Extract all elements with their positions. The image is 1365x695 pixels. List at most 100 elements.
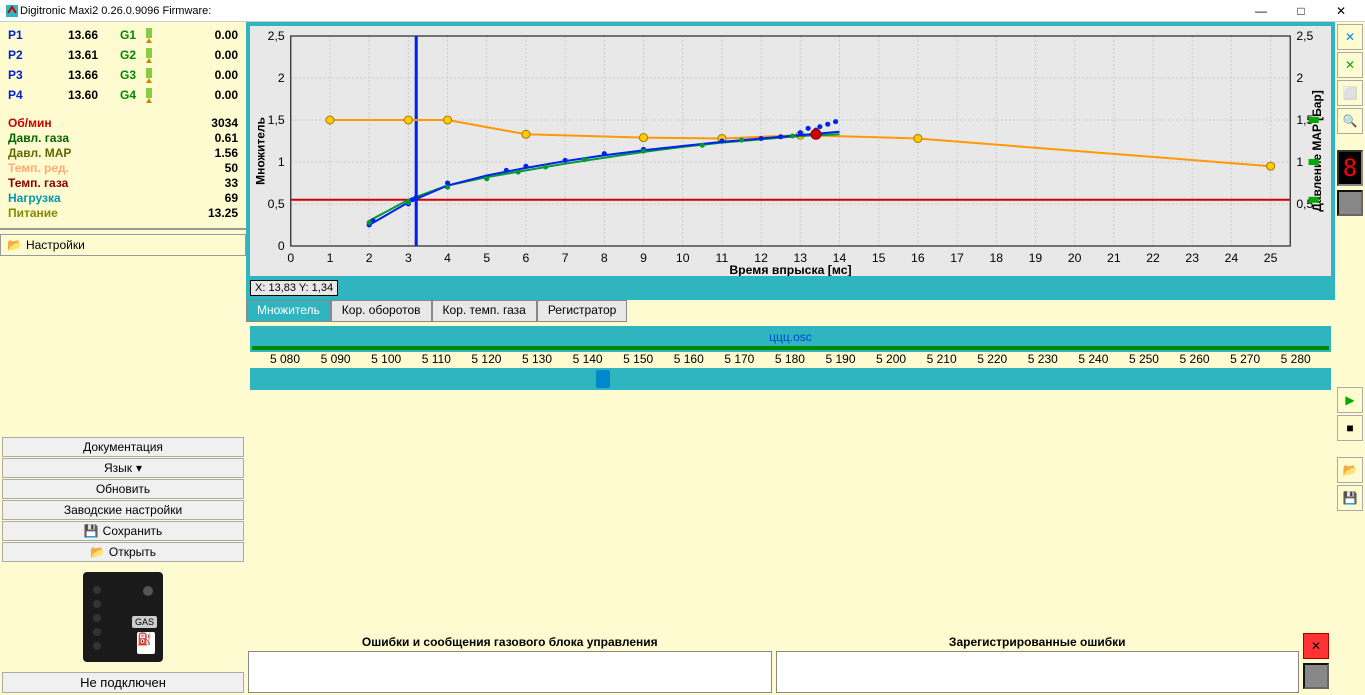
close-button[interactable]: ✕	[1321, 0, 1361, 22]
g-value: 0.00	[162, 88, 238, 102]
registered-errors-header: Зарегистрированные ошибки	[776, 633, 1300, 651]
p-value: 13.66	[38, 28, 98, 42]
tab[interactable]: Кор. темп. газа	[432, 300, 537, 322]
svg-text:17: 17	[950, 251, 964, 265]
svg-text:6: 6	[523, 251, 530, 265]
svg-text:23: 23	[1185, 251, 1199, 265]
settings-button[interactable]: 📂 Настройки	[0, 234, 246, 256]
errors-panel: Ошибки и сообщения газового блока управл…	[248, 633, 772, 693]
titlebar: Digitronic Maxi2 0.26.0.9096 Firmware: —…	[0, 0, 1365, 22]
open-icon: 📂	[90, 545, 105, 559]
scope-x-tick: 5 280	[1281, 352, 1311, 368]
fullscreen-tool-button[interactable]: ⬜	[1337, 80, 1363, 106]
tab[interactable]: Регистратор	[537, 300, 628, 322]
errors-header: Ошибки и сообщения газового блока управл…	[248, 633, 772, 651]
param-name: Об/мин	[8, 116, 211, 130]
minimize-button[interactable]: —	[1241, 0, 1281, 22]
scope-x-tick: 5 210	[927, 352, 957, 368]
gas-display[interactable]: GAS ⛽	[83, 572, 163, 662]
update-button[interactable]: Обновить	[2, 479, 244, 499]
delete-errors-button[interactable]: ✕	[1303, 633, 1329, 659]
svg-text:0: 0	[287, 251, 294, 265]
svg-text:10: 10	[676, 251, 690, 265]
g-value: 0.00	[162, 28, 238, 42]
tab[interactable]: Кор. оборотов	[331, 300, 432, 322]
scope-x-tick: 5 180	[775, 352, 805, 368]
svg-text:22: 22	[1146, 251, 1160, 265]
scope-x-tick: 5 090	[321, 352, 351, 368]
open-button[interactable]: 📂Открыть	[2, 542, 244, 562]
svg-text:Давление MAP [Бар]: Давление MAP [Бар]	[1310, 90, 1324, 212]
injector-row: P2 13.61 G2 0.00	[8, 46, 238, 64]
zoom-tool-button[interactable]: 🔍	[1337, 108, 1363, 134]
param-value: 13.25	[208, 206, 238, 220]
scope-chart[interactable]: 00,511,522,533,544,55	[252, 346, 1329, 350]
tab[interactable]: Множитель	[246, 300, 331, 322]
scope-x-tick: 5 190	[825, 352, 855, 368]
scope-save-button[interactable]: 💾	[1337, 485, 1363, 511]
svg-text:1: 1	[278, 155, 285, 169]
scope-x-axis: 5 0805 0905 1005 1105 1205 1305 1405 150…	[250, 352, 1331, 368]
svg-text:0,5: 0,5	[268, 197, 285, 211]
stop-button[interactable]: ■	[1337, 415, 1363, 441]
factory-button[interactable]: Заводские настройки	[2, 500, 244, 520]
svg-text:25: 25	[1264, 251, 1278, 265]
g-label: G3	[98, 68, 136, 82]
bottom-right-toolbar: ✕	[1303, 633, 1333, 693]
connection-status: Не подключен	[2, 672, 244, 693]
scope-slider[interactable]	[250, 368, 1331, 390]
injector-row: P3 13.66 G3 0.00	[8, 66, 238, 84]
menu-buttons: Документация Язык▾ Обновить Заводские на…	[0, 435, 246, 564]
tab-bar: МножительКор. оборотовКор. темп. газаРег…	[246, 300, 1335, 322]
apply-tool-button[interactable]: ✕	[1337, 52, 1363, 78]
maximize-button[interactable]: □	[1281, 0, 1321, 22]
window-title: Digitronic Maxi2 0.26.0.9096 Firmware:	[20, 5, 1241, 17]
param-row: Об/мин3034	[8, 116, 238, 130]
scope-x-tick: 5 230	[1028, 352, 1058, 368]
injector-icon	[140, 66, 158, 84]
scope-x-tick: 5 140	[573, 352, 603, 368]
scope-x-tick: 5 250	[1129, 352, 1159, 368]
param-row: Нагрузка69	[8, 191, 238, 205]
g-label: G2	[98, 48, 136, 62]
docs-button[interactable]: Документация	[2, 437, 244, 457]
scope-slider-thumb[interactable]	[596, 370, 610, 388]
p-value: 13.60	[38, 88, 98, 102]
g-value: 0.00	[162, 48, 238, 62]
bottom-panels: Ошибки и сообщения газового блока управл…	[246, 631, 1335, 695]
svg-text:21: 21	[1107, 251, 1121, 265]
play-button[interactable]: ▶	[1337, 387, 1363, 413]
save-button[interactable]: 💾Сохранить	[2, 521, 244, 541]
multiplier-chart[interactable]: 0123456789101112131415161718192021222324…	[250, 26, 1331, 276]
p-value: 13.61	[38, 48, 98, 62]
scope-x-tick: 5 080	[270, 352, 300, 368]
param-value: 1.56	[215, 146, 238, 160]
settings-label: Настройки	[26, 238, 85, 252]
errors-body[interactable]	[248, 651, 772, 693]
registered-errors-body[interactable]	[776, 651, 1300, 693]
scope-x-tick: 5 240	[1078, 352, 1108, 368]
g-label: G1	[98, 28, 136, 42]
scope-x-tick: 5 160	[674, 352, 704, 368]
scope-x-tick: 5 130	[522, 352, 552, 368]
scope-x-tick: 5 270	[1230, 352, 1260, 368]
svg-text:24: 24	[1225, 251, 1239, 265]
svg-text:18: 18	[989, 251, 1003, 265]
param-row: Давл. газа0.61	[8, 131, 238, 145]
svg-text:2: 2	[278, 71, 285, 85]
svg-text:4: 4	[444, 251, 451, 265]
param-name: Темп. ред.	[8, 161, 225, 175]
cancel-tool-button[interactable]: ✕	[1337, 24, 1363, 50]
svg-text:0: 0	[278, 239, 285, 253]
param-name: Давл. газа	[8, 131, 215, 145]
injector-row: P1 13.66 G1 0.00	[8, 26, 238, 44]
scope-x-tick: 5 170	[724, 352, 754, 368]
gas-label: GAS	[132, 616, 157, 628]
scope-open-button[interactable]: 📂	[1337, 457, 1363, 483]
svg-text:20: 20	[1068, 251, 1082, 265]
multiplier-chart-area: 0123456789101112131415161718192021222324…	[246, 22, 1335, 300]
p-label: P3	[8, 68, 38, 82]
param-name: Питание	[8, 206, 208, 220]
lang-button[interactable]: Язык▾	[2, 458, 244, 478]
svg-text:2,5: 2,5	[268, 29, 285, 43]
